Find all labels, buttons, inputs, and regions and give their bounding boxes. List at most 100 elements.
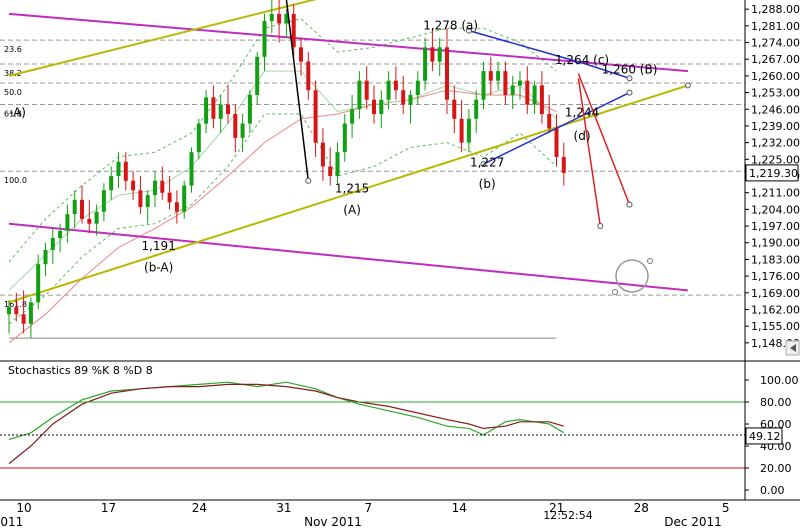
magenta-lower-trendline[interactable]	[8, 222, 688, 292]
current-price-box	[745, 164, 799, 182]
date-tick-label: 14	[452, 501, 467, 515]
candle-down	[174, 202, 179, 212]
price-tick-label: 1,232.00	[751, 137, 800, 150]
price-tick-label: 1,260.00	[751, 70, 800, 83]
line-handle[interactable]	[626, 89, 633, 96]
blue-upper-line[interactable]	[468, 29, 630, 80]
time-label: 12:52:54	[543, 509, 592, 522]
candle-down	[306, 61, 311, 91]
ellipse-drawing-tool[interactable]	[615, 259, 649, 293]
price-tick-label: 1,267.00	[751, 53, 800, 66]
candle-up	[518, 80, 522, 86]
wave-drop-line[interactable]	[285, 0, 310, 181]
candle-up	[116, 161, 121, 176]
chart-widgets	[612, 258, 653, 295]
candle-up	[262, 21, 267, 57]
blue-lower-line[interactable]	[483, 91, 630, 165]
candle-up	[342, 123, 347, 153]
candle-up	[189, 152, 194, 186]
month-label: Nov 2011	[304, 515, 362, 529]
scroll-arrow-icon	[790, 344, 796, 352]
fib-level-label: 38.2	[4, 69, 22, 78]
candle-down	[503, 71, 508, 95]
slow-moving-average-line	[8, 89, 557, 344]
candle-up	[423, 47, 428, 81]
candle-up	[408, 94, 413, 105]
candle-down	[167, 192, 172, 203]
fast-moving-average-line	[8, 70, 557, 291]
candle-up	[204, 97, 209, 124]
yellow-upper-trendline[interactable]	[8, 0, 352, 77]
candle-up	[50, 237, 55, 250]
stochastic-tick-label: 100.00	[760, 374, 799, 387]
price-tick-label: 1,253.00	[751, 87, 800, 100]
candle-down	[14, 307, 19, 315]
candle-up	[415, 80, 420, 95]
candle-down	[320, 142, 325, 167]
candle-up	[196, 123, 201, 153]
line-handle[interactable]	[465, 27, 472, 34]
candle-down	[364, 80, 369, 100]
line-handle[interactable]	[626, 201, 633, 208]
line-handle[interactable]	[597, 223, 604, 230]
envelope-upper-line	[8, 18, 557, 263]
candle-up	[58, 230, 63, 238]
candle-down	[138, 190, 143, 207]
date-tick-label: 21	[549, 501, 564, 515]
fib-level-label: 23.6	[4, 45, 22, 54]
price-tick-label: 1,204.00	[751, 203, 800, 216]
stochastic-tick-label: 0.00	[760, 484, 785, 497]
candle-up	[182, 185, 187, 212]
ellipse-handle[interactable]	[612, 289, 618, 295]
candle-down	[445, 47, 449, 100]
price-tick-label: 1,183.00	[751, 253, 800, 266]
candle-up	[481, 71, 486, 100]
red-projection-line[interactable]	[577, 73, 631, 205]
line-handle[interactable]	[305, 177, 312, 184]
line-handle[interactable]	[684, 82, 691, 89]
stochastic-line-k	[8, 381, 565, 440]
candle-down	[452, 99, 457, 119]
candle-up	[466, 118, 471, 143]
candle-up	[218, 104, 223, 119]
price-tick-label: 1,162.00	[751, 303, 800, 316]
date-tick-label: 28	[634, 501, 649, 515]
price-tick-label: 1,190.00	[751, 237, 800, 250]
candle-up	[510, 85, 515, 95]
candle-down	[525, 80, 530, 105]
candle-down	[277, 13, 282, 24]
wave-annotation-label: 1,227	[470, 155, 504, 169]
date-tick-label: 10	[16, 501, 31, 515]
price-tick-label: 1,197.00	[751, 220, 800, 233]
stochastics-panel: Stochastics 89 %K 8 %D 8100.0080.0060.00…	[0, 364, 799, 497]
candle-up	[145, 195, 150, 207]
candle-up	[379, 99, 384, 115]
stochastic-tick-label: 20.00	[760, 462, 792, 475]
candle-up	[496, 71, 501, 81]
candle-up	[357, 80, 362, 110]
price-tick-label: 1,225.00	[751, 153, 800, 166]
line-handle[interactable]	[480, 161, 487, 168]
candle-down	[561, 156, 566, 173]
candle-down	[211, 97, 216, 119]
candle-up	[386, 80, 391, 100]
candle-up	[284, 13, 289, 24]
candle-down	[123, 161, 128, 181]
price-tick-label: 1,274.00	[751, 37, 800, 50]
candle-up	[28, 302, 33, 324]
price-tick-label: 1,169.00	[751, 287, 800, 300]
price-tick-label: 1,155.00	[751, 320, 800, 333]
ellipse-handle[interactable]	[647, 258, 653, 264]
candle-down	[401, 90, 406, 105]
stochastic-value-label: 49.12	[749, 430, 781, 443]
candle-down	[233, 114, 238, 138]
candle-down	[539, 85, 544, 115]
candle-down	[226, 104, 230, 115]
candle-up	[240, 123, 245, 138]
line-handle[interactable]	[626, 75, 633, 82]
candle-up	[153, 180, 157, 196]
wave-annotation-label: (b-A)	[144, 260, 173, 274]
red-projection-line[interactable]	[577, 78, 602, 227]
candle-up	[72, 199, 77, 215]
yellow-lower-trendline[interactable]	[8, 84, 689, 304]
